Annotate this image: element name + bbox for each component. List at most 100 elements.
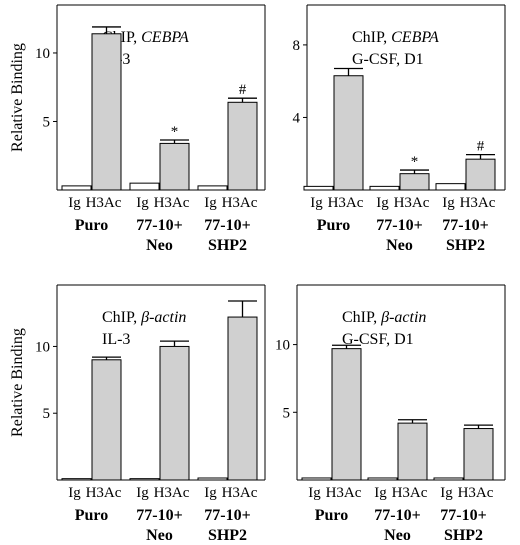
group-label: 77-10+ — [136, 507, 182, 524]
panel-condition: G-CSF, D1 — [352, 51, 424, 68]
group-label: 77-10+ — [440, 507, 486, 524]
group-label: Puro — [315, 507, 348, 524]
bar-label-h3ac: H3Ac — [392, 485, 428, 501]
bar-label-ig: Ig — [68, 485, 81, 501]
bar-ig-1 — [129, 182, 160, 191]
y-tick-label: 8 — [293, 38, 301, 54]
panel-title: ChIP, CEBPA — [352, 29, 439, 46]
bar-h3ac-2 — [227, 316, 258, 481]
significance-mark: # — [477, 139, 485, 155]
bar-h3ac-2 — [463, 428, 494, 481]
gene-name: CEBPA — [141, 29, 189, 46]
bar-ig-2 — [197, 477, 228, 481]
bar-label-ig: Ig — [68, 195, 81, 211]
bar-label-h3ac: H3Ac — [460, 195, 496, 211]
bar-h3ac-0 — [333, 75, 364, 191]
bar-label-ig: Ig — [374, 485, 387, 501]
significance-mark: * — [171, 124, 179, 140]
bar-ig-2 — [197, 185, 228, 191]
bar-h3ac-1 — [397, 422, 428, 481]
y-tick-label: 5 — [283, 405, 291, 421]
title-prefix: ChIP, — [102, 309, 141, 326]
bar-label-h3ac: H3Ac — [458, 485, 494, 501]
group-label: Neo — [146, 237, 173, 254]
y-axis-label: Relative Binding — [9, 328, 26, 437]
bar-label-h3ac: H3Ac — [394, 195, 430, 211]
group-label: SHP2 — [446, 237, 485, 254]
bar-h3ac-0 — [91, 359, 122, 481]
group-label: SHP2 — [208, 237, 247, 254]
bar-ig-0 — [61, 185, 92, 191]
y-axis-label: Relative Binding — [9, 43, 26, 152]
bar-label-ig: Ig — [204, 195, 217, 211]
group-label: Neo — [146, 527, 173, 544]
bar-h3ac-0 — [91, 33, 122, 191]
panel-title: ChIP, β-actin — [102, 309, 186, 326]
bar-label-ig: Ig — [442, 195, 455, 211]
bar-label-ig: Ig — [136, 195, 149, 211]
y-tick-label: 5 — [43, 114, 51, 130]
bar-h3ac-1 — [159, 345, 190, 481]
group-label: Puro — [75, 507, 108, 524]
group-label: 77-10+ — [376, 217, 422, 234]
group-label: SHP2 — [208, 527, 247, 544]
bar-ig-0 — [303, 185, 334, 191]
bar-ig-2 — [435, 183, 466, 191]
bar-h3ac-2 — [227, 101, 258, 191]
group-label: Neo — [386, 237, 413, 254]
group-label: Puro — [75, 217, 108, 234]
bar-ig-2 — [433, 477, 464, 481]
group-label: 77-10+ — [204, 217, 250, 234]
title-prefix: ChIP, — [342, 309, 381, 326]
bar-label-h3ac: H3Ac — [222, 195, 258, 211]
significance-mark: * — [411, 154, 419, 170]
bar-h3ac-0 — [331, 348, 362, 481]
gene-name: β-actin — [140, 309, 186, 326]
bar-ig-0 — [61, 478, 92, 481]
bar-label-h3ac: H3Ac — [154, 195, 190, 211]
bar-label-ig: Ig — [310, 195, 323, 211]
bar-label-h3ac: H3Ac — [222, 485, 258, 501]
bar-ig-1 — [369, 185, 400, 191]
bar-label-ig: Ig — [440, 485, 453, 501]
panel-condition: IL-3 — [102, 331, 130, 348]
group-label: Neo — [384, 527, 411, 544]
y-tick-label: 10 — [35, 339, 50, 355]
title-prefix: ChIP, — [352, 29, 391, 46]
bar-label-h3ac: H3Ac — [328, 195, 364, 211]
group-label: 77-10+ — [374, 507, 420, 524]
y-tick-label: 10 — [275, 338, 290, 354]
panel-condition: G-CSF, D1 — [342, 331, 414, 348]
group-label: SHP2 — [444, 527, 483, 544]
bar-h3ac-2 — [465, 158, 496, 191]
bar-label-h3ac: H3Ac — [326, 485, 362, 501]
bar-ig-1 — [129, 478, 160, 481]
bar-label-ig: Ig — [136, 485, 149, 501]
gene-name: β-actin — [380, 309, 426, 326]
group-label: 77-10+ — [204, 507, 250, 524]
panel-title: ChIP, β-actin — [342, 309, 426, 326]
bar-h3ac-1 — [399, 173, 430, 191]
bar-h3ac-1 — [159, 142, 190, 191]
group-label: 77-10+ — [442, 217, 488, 234]
y-tick-label: 5 — [43, 406, 51, 422]
bar-label-h3ac: H3Ac — [154, 485, 190, 501]
group-label: Puro — [317, 217, 350, 234]
panel-bottom-right: 5 10 ChIP, β-actin G-CSF, D1 Ig H3Ac Puro Ig H3A… — [275, 284, 506, 544]
bar-ig-0 — [301, 477, 332, 481]
bar-label-ig: Ig — [308, 485, 321, 501]
bar-ig-1 — [367, 477, 398, 481]
bar-label-ig: Ig — [376, 195, 389, 211]
bar-label-ig: Ig — [204, 485, 217, 501]
gene-name: CEBPA — [391, 29, 439, 46]
y-tick-label: 10 — [35, 46, 50, 62]
significance-mark: # — [239, 82, 247, 98]
bar-label-h3ac: H3Ac — [86, 195, 122, 211]
panel-bottom-left: 5 10 Relative Binding ChIP, β-actin IL-3 Ig H3… — [9, 284, 266, 544]
panel-top-right: 4 8 ChIP, CEBPA G-CSF, D1 Ig H3Ac Puro * Ig H3Ac 7… — [293, 4, 506, 254]
bar-label-h3ac: H3Ac — [86, 485, 122, 501]
y-tick-label: 4 — [293, 110, 301, 126]
group-label: 77-10+ — [136, 217, 182, 234]
